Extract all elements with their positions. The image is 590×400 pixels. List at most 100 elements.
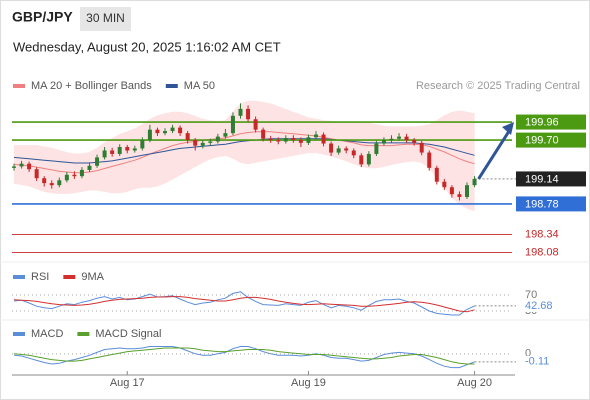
candle-body (102, 150, 107, 158)
candle-body (178, 127, 183, 134)
candle-body (291, 138, 296, 141)
candle-body (404, 136, 409, 141)
ma-line (13, 131, 475, 174)
candle-body (246, 108, 251, 120)
candle-body (412, 140, 417, 143)
candle-body (397, 136, 402, 139)
candle-body (125, 147, 130, 151)
candle-body (344, 148, 349, 151)
legend-swatch (165, 84, 178, 88)
candle-body (442, 181, 447, 188)
candle-body (366, 153, 371, 165)
ma-line (13, 138, 475, 164)
candle-body (351, 150, 356, 156)
value-label: 42.68 (525, 300, 553, 312)
legend-swatch (77, 332, 90, 336)
candle-body (95, 157, 100, 166)
legend-label: MACD Signal (95, 328, 161, 340)
level-label: 199.70 (525, 134, 559, 146)
candle-body (449, 187, 454, 195)
candle-body (208, 141, 213, 143)
legend-label: MACD (31, 328, 63, 340)
level-box (516, 132, 586, 148)
legend-swatch (13, 332, 25, 336)
value-label: -0.11 (525, 356, 549, 368)
candle-body (359, 155, 364, 165)
candle-body (329, 143, 334, 153)
indicator-line (13, 291, 475, 316)
candle-body (27, 163, 32, 170)
y-tick-label: 70 (525, 289, 537, 301)
candle-body (155, 129, 160, 134)
candle-body (72, 174, 77, 177)
candle-body (132, 148, 137, 151)
indicator-line (13, 296, 475, 313)
candle-body (306, 137, 311, 143)
candle-body (434, 167, 439, 182)
bollinger-upper (14, 100, 475, 155)
x-tick-label: Aug 20 (457, 377, 492, 389)
bollinger-lower (13, 152, 475, 212)
indicator-line (13, 346, 475, 369)
candle-body (261, 129, 266, 139)
candle-body (457, 194, 462, 197)
candle-body (472, 178, 477, 186)
symbol: GBP/JPY (12, 9, 73, 25)
candle-body (298, 140, 303, 143)
candle-body (238, 108, 243, 116)
candle-body (12, 166, 16, 168)
candle-body (185, 133, 190, 141)
value-label-bg (520, 299, 556, 312)
candle-body (42, 178, 47, 184)
candle-body (321, 134, 326, 144)
value-label-bg (520, 355, 556, 368)
forecast-arrow-head (502, 122, 514, 136)
candle-body (419, 142, 424, 153)
level-label: 198.78 (525, 198, 559, 210)
candle-body (79, 169, 84, 177)
copyright: Research © 2025 Trading Central (416, 80, 580, 92)
x-tick-label: Aug 19 (291, 377, 326, 389)
candle-body (276, 140, 281, 142)
legend-swatch (13, 275, 25, 279)
legend-swatch (63, 275, 76, 279)
candle-body (147, 129, 152, 141)
indicator-line (13, 347, 475, 365)
level-box (516, 114, 586, 130)
candle-body (374, 143, 379, 154)
level-label: 198.08 (525, 246, 559, 258)
forecast-arrow (477, 127, 513, 180)
candle-body (215, 136, 220, 142)
legend-label: MA 20 + Bollinger Bands (31, 80, 152, 92)
level-label: 199.96 (525, 116, 559, 128)
candle-body (87, 165, 92, 170)
candle-body (268, 138, 273, 141)
legend-label: RSI (31, 271, 49, 283)
candle-body (253, 119, 258, 130)
legend-swatch (13, 84, 25, 88)
candle-body (163, 131, 167, 134)
legend-label: MA 50 (184, 80, 215, 92)
candle-body (34, 169, 39, 179)
candle-body (200, 142, 205, 146)
legend-label: 9MA (81, 271, 104, 283)
interval-box[interactable] (80, 7, 131, 31)
interval[interactable]: 30 MIN (86, 11, 125, 25)
y-tick-label: 0 (525, 348, 531, 360)
datetime: Wednesday, August 20, 2025 1:16:02 AM CE… (13, 39, 281, 54)
candle-body (49, 183, 54, 186)
candle-body (381, 140, 386, 144)
level-label: 199.14 (525, 173, 559, 185)
level-label: 198.34 (525, 228, 559, 240)
level-box (516, 196, 586, 212)
candle-body (19, 163, 24, 167)
candle-body (110, 150, 115, 154)
candle-body (64, 174, 69, 181)
candle-body (336, 148, 341, 153)
candle-body (223, 133, 228, 137)
bollinger-fill (14, 101, 475, 211)
candle-body (117, 147, 122, 154)
candle-body (389, 138, 394, 141)
